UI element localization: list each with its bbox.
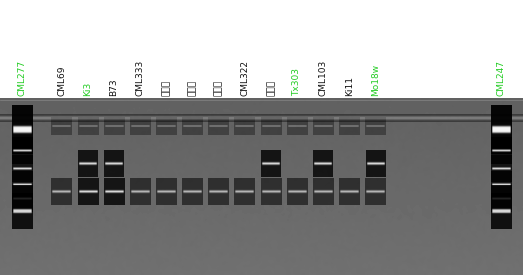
Text: Ki11: Ki11 — [345, 76, 354, 96]
Text: 일미잘: 일미잘 — [214, 79, 223, 96]
Text: B73: B73 — [109, 78, 119, 96]
Text: 신광옥: 신광옥 — [266, 79, 276, 96]
Text: CML69: CML69 — [57, 65, 66, 96]
Text: CML103: CML103 — [319, 59, 328, 96]
Text: CML247: CML247 — [496, 60, 506, 96]
Text: Tx303: Tx303 — [292, 68, 302, 96]
Text: CML333: CML333 — [135, 59, 145, 96]
Text: CML322: CML322 — [240, 60, 249, 96]
Text: Ki3: Ki3 — [83, 81, 93, 96]
Text: 광펨옥: 광펨옥 — [162, 79, 171, 96]
Text: 정다옥: 정다옥 — [188, 79, 197, 96]
Text: CML277: CML277 — [17, 60, 27, 96]
Text: Mo18w: Mo18w — [371, 64, 380, 96]
